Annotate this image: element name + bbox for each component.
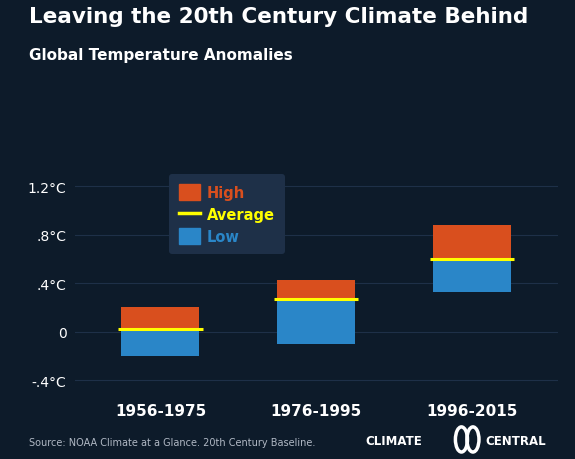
Legend: High, Average, Low: High, Average, Low xyxy=(169,175,285,254)
Text: Global Temperature Anomalies: Global Temperature Anomalies xyxy=(29,48,293,63)
Bar xyxy=(277,299,355,344)
Bar xyxy=(121,308,200,330)
Text: Leaving the 20th Century Climate Behind: Leaving the 20th Century Climate Behind xyxy=(29,7,528,27)
Bar xyxy=(121,330,200,356)
Bar xyxy=(277,280,355,299)
Bar xyxy=(433,259,511,292)
Bar xyxy=(433,226,511,259)
Text: CENTRAL: CENTRAL xyxy=(486,435,546,448)
Text: CLIMATE: CLIMATE xyxy=(365,435,422,448)
Text: Source: NOAA Climate at a Glance. 20th Century Baseline.: Source: NOAA Climate at a Glance. 20th C… xyxy=(29,437,315,448)
